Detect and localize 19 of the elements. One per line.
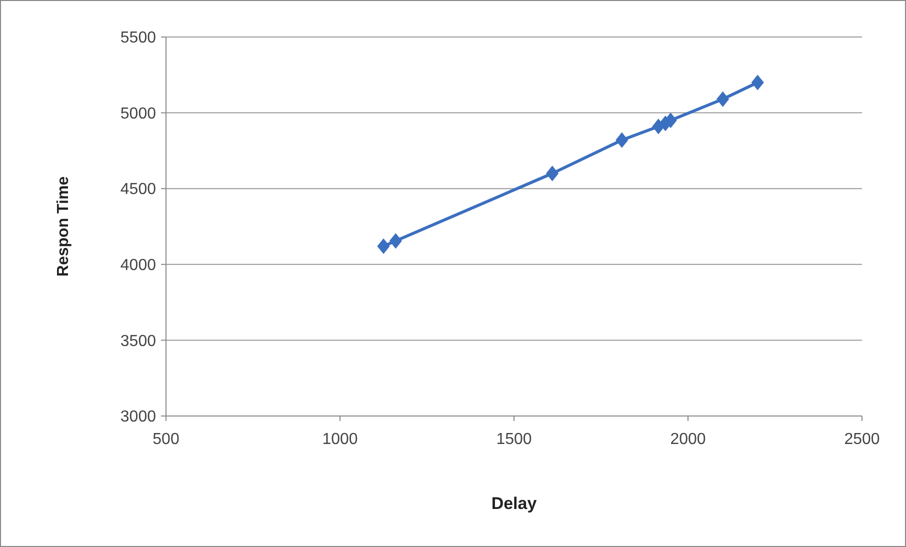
- x-tick-label: 2000: [670, 431, 706, 448]
- y-tick-label: 5500: [120, 30, 156, 47]
- y-tick-label: 3500: [120, 332, 156, 350]
- y-tick-label: 4000: [120, 257, 156, 274]
- y-axis-title: Respon Time: [55, 176, 72, 277]
- point: [377, 238, 390, 254]
- x-tick-label: 1500: [496, 431, 532, 448]
- y-tick-label: 3000: [120, 408, 156, 426]
- y-tick-label: 5000: [120, 105, 156, 122]
- x-tick-label: 2500: [844, 431, 880, 448]
- point: [389, 233, 402, 249]
- x-axis-title: Delay: [491, 494, 538, 513]
- point: [616, 132, 628, 148]
- x-tick-label: 500: [152, 431, 180, 448]
- point: [716, 91, 730, 107]
- x-tick-label: 1000: [322, 431, 358, 448]
- point: [751, 74, 764, 90]
- point: [546, 166, 559, 182]
- y-tick-label: 4500: [120, 181, 156, 198]
